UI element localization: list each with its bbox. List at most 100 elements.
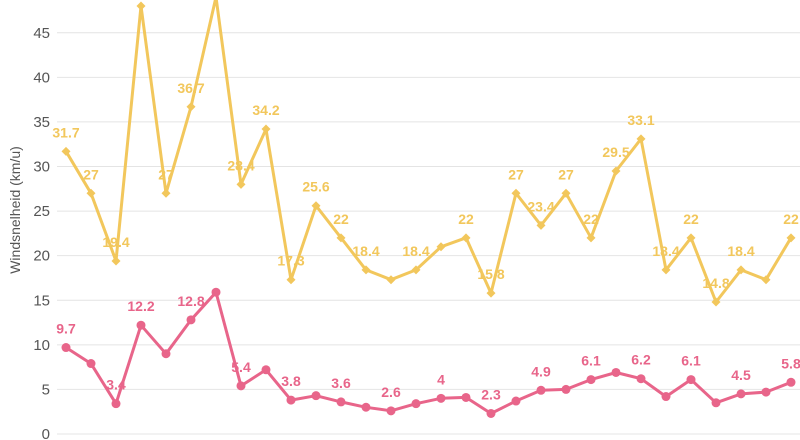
data-label: 31.7 [52, 124, 79, 140]
data-point [136, 1, 146, 11]
series-line [64, 0, 793, 304]
data-point [261, 365, 271, 375]
data-point [236, 381, 246, 391]
data-point [511, 396, 521, 406]
data-label: 34.2 [252, 102, 279, 118]
data-label: 29.5 [602, 144, 629, 160]
data-point [386, 406, 396, 416]
data-label: 9.7 [56, 321, 76, 337]
data-label: 4.5 [731, 367, 751, 383]
data-point [411, 265, 421, 275]
data-point [736, 389, 746, 399]
data-label: 12.2 [127, 298, 154, 314]
data-point [86, 188, 96, 198]
data-label: 5.4 [231, 359, 251, 375]
data-point [311, 391, 321, 401]
data-point [536, 220, 546, 230]
data-label: 25.6 [302, 179, 329, 195]
data-label: 23.4 [527, 198, 554, 214]
data-point [511, 188, 521, 198]
data-point [86, 359, 96, 369]
data-label: 4.9 [531, 363, 551, 379]
data-label: 18.4 [652, 243, 679, 259]
data-label: 15.8 [477, 266, 504, 282]
data-label: 14.8 [702, 275, 729, 291]
data-point [611, 166, 621, 176]
data-label: 18.4 [727, 243, 754, 259]
data-label: 3.6 [331, 375, 351, 391]
data-point [786, 233, 796, 243]
data-point [286, 275, 296, 285]
data-point [161, 188, 171, 198]
data-label: 27 [508, 166, 524, 182]
data-point [461, 392, 471, 402]
data-point [611, 367, 621, 377]
y-tick-label: 10 [33, 337, 50, 354]
data-label: 6.1 [681, 353, 701, 369]
data-point [211, 287, 221, 297]
data-point [661, 265, 671, 275]
y-tick-label: 40 [33, 69, 50, 86]
data-point [186, 315, 196, 325]
data-point [486, 288, 496, 298]
data-point [636, 134, 646, 144]
data-label: 22 [783, 211, 799, 227]
data-label: 4 [437, 371, 445, 387]
data-point [311, 201, 321, 211]
data-label: 6.2 [631, 352, 651, 368]
data-point [486, 408, 496, 418]
y-tick-label: 25 [33, 203, 50, 220]
data-label: 18.4 [352, 243, 379, 259]
data-point [111, 256, 121, 266]
y-tick-label: 35 [33, 114, 50, 131]
data-point [561, 384, 571, 394]
data-point [586, 375, 596, 385]
data-point [136, 320, 146, 330]
data-point [111, 399, 121, 409]
data-point [636, 374, 646, 384]
y-tick-label: 15 [33, 292, 50, 309]
data-label: 2.6 [381, 384, 401, 400]
data-point [161, 349, 171, 359]
data-label: 27 [558, 166, 574, 182]
data-point [761, 275, 771, 285]
data-point [286, 395, 296, 405]
data-label: 22 [683, 211, 699, 227]
data-label: 22 [583, 211, 599, 227]
data-point [386, 275, 396, 285]
data-point [686, 375, 696, 385]
y-tick-label: 0 [42, 426, 50, 440]
data-label: 27 [158, 166, 174, 182]
data-label: 33.1 [627, 112, 654, 128]
data-point [586, 233, 596, 243]
data-point [561, 188, 571, 198]
data-point [661, 392, 671, 402]
data-label: 6.1 [581, 353, 601, 369]
y-tick-label: 5 [42, 381, 50, 398]
data-label: 27 [83, 166, 99, 182]
series-1: 9.7 3.4 12.2 12.8 5.4 3.8 3.6 2.6 4 2.3 4.9 6.1 6.2 6… [56, 287, 800, 418]
data-label: 36.7 [177, 80, 204, 96]
data-point [736, 265, 746, 275]
data-point [536, 385, 546, 395]
data-label: 22 [458, 211, 474, 227]
y-tick-label: 45 [33, 25, 50, 42]
data-label: 12.8 [177, 293, 204, 309]
data-point [261, 124, 271, 134]
data-label: 22 [333, 211, 349, 227]
data-label: 3.8 [281, 373, 301, 389]
data-point [411, 399, 421, 409]
data-point [61, 146, 71, 156]
data-point [361, 402, 371, 412]
data-point [711, 297, 721, 307]
data-point [186, 102, 196, 112]
data-point [436, 393, 446, 403]
data-label: 5.8 [781, 355, 800, 371]
data-point [786, 377, 796, 387]
data-point [236, 179, 246, 189]
y-axis-ticks: 0 5 10 15 20 25 30 35 40 45 [33, 25, 50, 440]
y-axis-title: Windsnelheid (km/u) [7, 146, 23, 274]
data-point [761, 387, 771, 397]
